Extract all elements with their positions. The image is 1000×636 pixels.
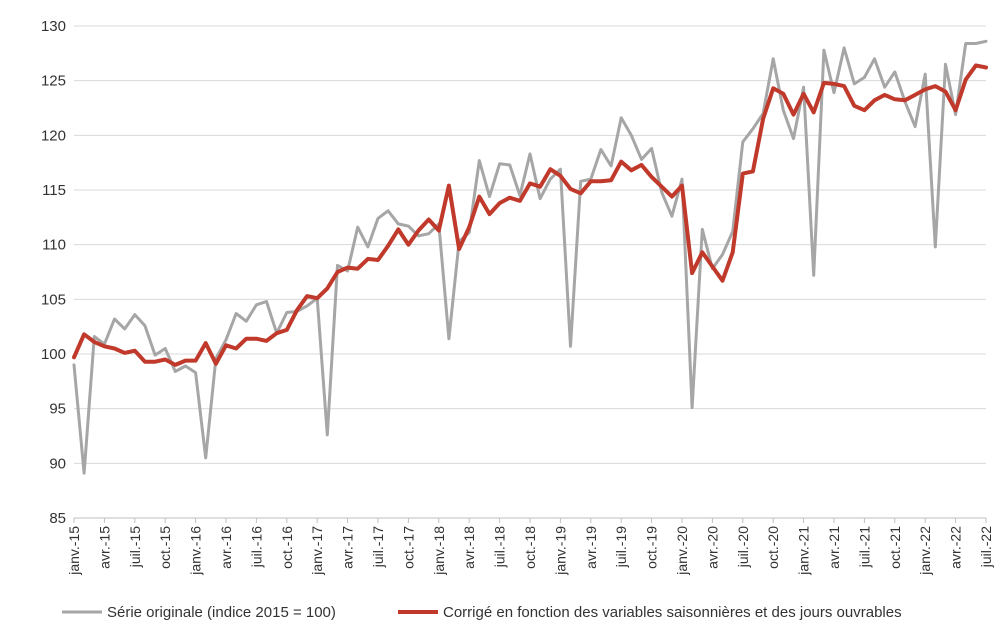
x-tick-label: janv.-17 xyxy=(309,526,325,576)
x-tick-label: avr.-21 xyxy=(826,526,842,569)
series-line-original xyxy=(72,39,988,475)
x-tick-label: oct.-16 xyxy=(279,526,295,569)
legend-label-original: Série originale (indice 2015 = 100) xyxy=(107,604,336,621)
x-tick-label: janv.-21 xyxy=(796,526,812,576)
x-tick-label: oct.-15 xyxy=(157,526,173,569)
x-tick-label: juil.-15 xyxy=(127,526,143,568)
legend: Série originale (indice 2015 = 100) Corr… xyxy=(62,604,902,621)
y-tick-label: 115 xyxy=(42,182,66,199)
y-tick-label: 110 xyxy=(42,237,66,254)
x-tick-label: juil.-20 xyxy=(735,526,751,568)
y-axis: 85 90 95 100 105 110 115 120 125 130 xyxy=(41,18,66,527)
x-tick-label: juil.-17 xyxy=(370,526,386,568)
series-lines xyxy=(72,39,988,475)
legend-label-adjusted: Corrigé en fonction des variables saison… xyxy=(443,604,902,621)
x-tick-label: juil.-16 xyxy=(248,526,264,568)
x-tick-label: avr.-17 xyxy=(340,526,356,569)
x-tick-label: avr.-19 xyxy=(583,526,599,569)
x-tick-label: juil.-22 xyxy=(978,526,994,568)
x-tick-label: janv.-15 xyxy=(66,526,82,576)
x-tick-label: janv.-18 xyxy=(431,526,447,576)
x-tick-label: avr.-18 xyxy=(461,526,477,569)
y-tick-label: 120 xyxy=(41,127,66,144)
x-tick-label: avr.-15 xyxy=(96,526,112,569)
gridlines xyxy=(74,25,986,519)
x-tick-label: janv.-20 xyxy=(674,526,690,576)
x-axis: janv.-15 avr.-15 juil.-15 oct.-15 janv.-16 av… xyxy=(66,517,994,576)
x-tick-label: oct.-18 xyxy=(522,526,538,569)
x-tick-label: janv.-16 xyxy=(188,526,204,576)
x-tick-label: janv.-19 xyxy=(552,526,568,576)
x-tick-label: juil.-18 xyxy=(492,526,508,568)
x-tick-label: avr.-22 xyxy=(948,526,964,569)
y-tick-label: 100 xyxy=(41,346,66,363)
y-tick-label: 130 xyxy=(41,18,66,35)
x-tick-label: avr.-20 xyxy=(704,526,720,569)
x-tick-label: oct.-19 xyxy=(644,526,660,569)
y-tick-label: 95 xyxy=(49,401,66,418)
y-tick-label: 90 xyxy=(49,455,66,472)
y-tick-label: 125 xyxy=(41,73,66,90)
x-tick-label: avr.-16 xyxy=(218,526,234,569)
x-tick-label: oct.-21 xyxy=(887,526,903,569)
x-tick-label: juil.-21 xyxy=(856,526,872,568)
x-tick-label: oct.-20 xyxy=(765,526,781,569)
series-line-adjusted xyxy=(72,63,988,367)
x-tick-label: janv.-22 xyxy=(917,526,933,576)
y-tick-label: 105 xyxy=(41,291,66,308)
x-tick-label: oct.-17 xyxy=(400,526,416,569)
y-tick-label: 85 xyxy=(49,510,66,527)
x-tick-label: juil.-19 xyxy=(613,526,629,568)
